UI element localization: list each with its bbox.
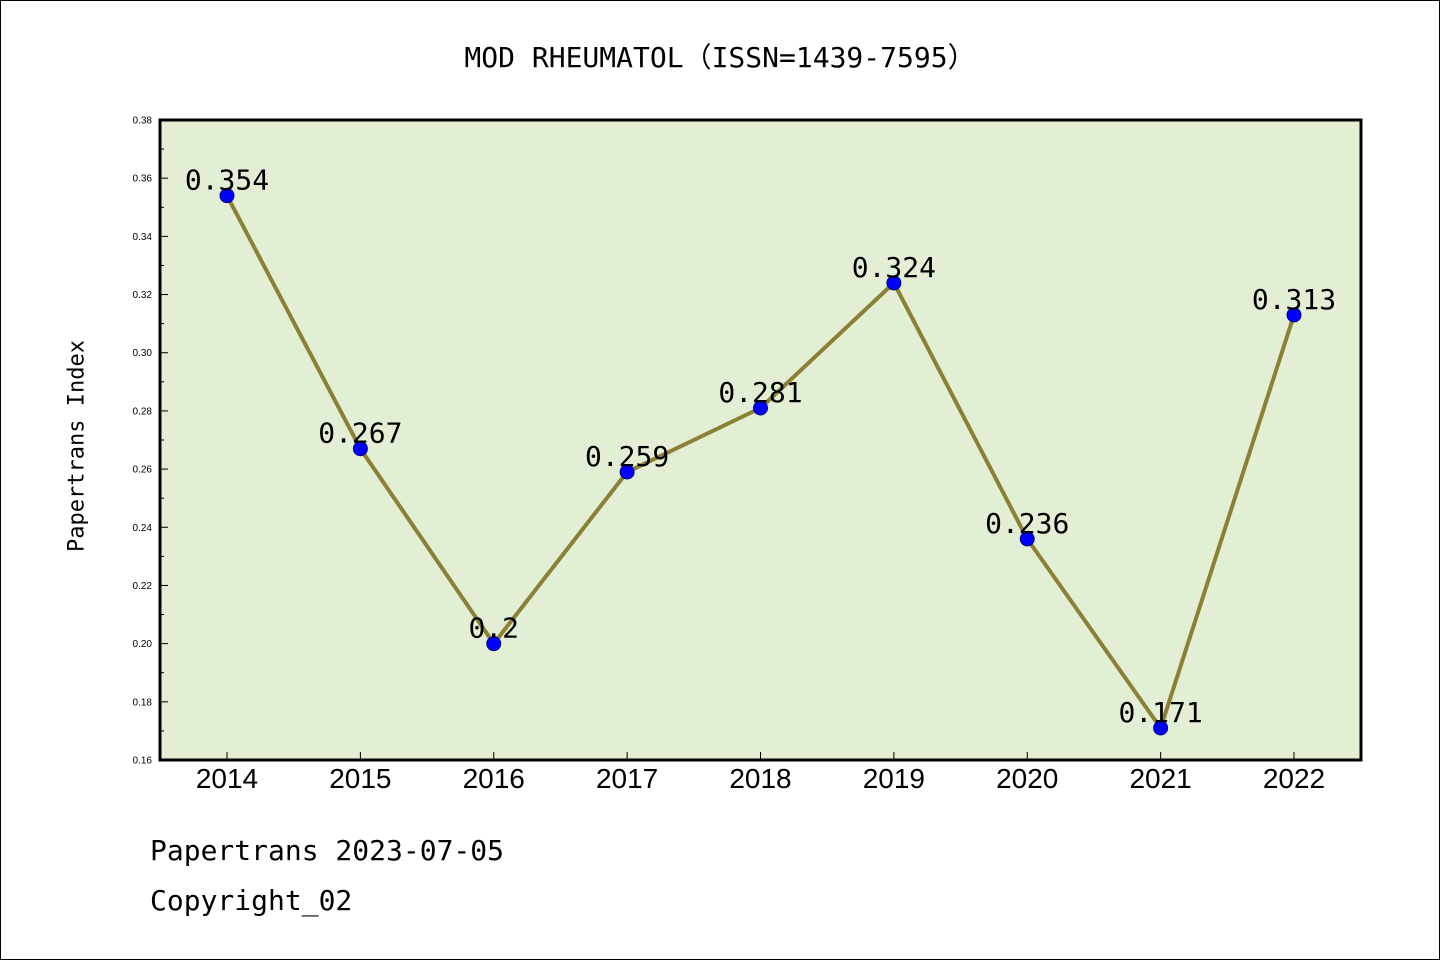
y-tick-label: 0.30 bbox=[133, 348, 153, 359]
data-point bbox=[352, 441, 368, 457]
y-tick-label: 0.38 bbox=[133, 116, 153, 127]
chart-title: MOD RHEUMATOL（ISSN=1439-7595） bbox=[464, 41, 976, 74]
y-tick-label: 0.20 bbox=[133, 639, 153, 650]
y-tick-label: 0.16 bbox=[133, 756, 153, 767]
data-point bbox=[1019, 531, 1035, 547]
plot-area bbox=[160, 120, 1361, 760]
data-label: 0.2 bbox=[468, 612, 519, 645]
x-tick-label: 2017 bbox=[596, 763, 658, 794]
data-label: 0.313 bbox=[1252, 283, 1336, 316]
data-point bbox=[619, 464, 635, 480]
data-label: 0.267 bbox=[318, 417, 402, 450]
y-tick-label: 0.26 bbox=[133, 465, 153, 476]
data-label: 0.354 bbox=[185, 164, 269, 197]
x-tick-label: 2022 bbox=[1263, 763, 1325, 794]
data-label: 0.236 bbox=[985, 507, 1069, 540]
x-tick-label: 2016 bbox=[463, 763, 525, 794]
x-tick-label: 2021 bbox=[1129, 763, 1191, 794]
data-point bbox=[486, 636, 502, 652]
footer-copyright: Copyright_02 bbox=[150, 884, 353, 917]
y-tick-label: 0.36 bbox=[133, 174, 153, 185]
y-tick-label: 0.32 bbox=[133, 290, 153, 301]
data-label: 0.171 bbox=[1118, 696, 1202, 729]
y-tick-label: 0.22 bbox=[133, 581, 153, 592]
footer-date: Papertrans 2023-07-05 bbox=[150, 834, 505, 867]
data-label: 0.281 bbox=[718, 376, 802, 409]
data-label: 0.324 bbox=[852, 251, 936, 284]
data-point bbox=[886, 275, 902, 291]
y-tick-label: 0.18 bbox=[133, 697, 153, 708]
x-tick-label: 2020 bbox=[996, 763, 1058, 794]
data-point bbox=[1153, 720, 1169, 736]
y-tick-label: 0.28 bbox=[133, 406, 153, 417]
data-label: 0.259 bbox=[585, 440, 669, 473]
data-point bbox=[1286, 307, 1302, 323]
data-point bbox=[753, 400, 768, 416]
plot-border bbox=[158, 118, 1363, 762]
x-tick-label: 2018 bbox=[729, 763, 791, 794]
y-tick-label: 0.24 bbox=[133, 523, 153, 534]
data-point bbox=[219, 188, 235, 204]
x-tick-label: 2014 bbox=[196, 763, 258, 794]
x-tick-label: 2015 bbox=[329, 763, 391, 794]
y-tick-label: 0.34 bbox=[133, 232, 153, 243]
x-tick-label: 2019 bbox=[863, 763, 925, 794]
